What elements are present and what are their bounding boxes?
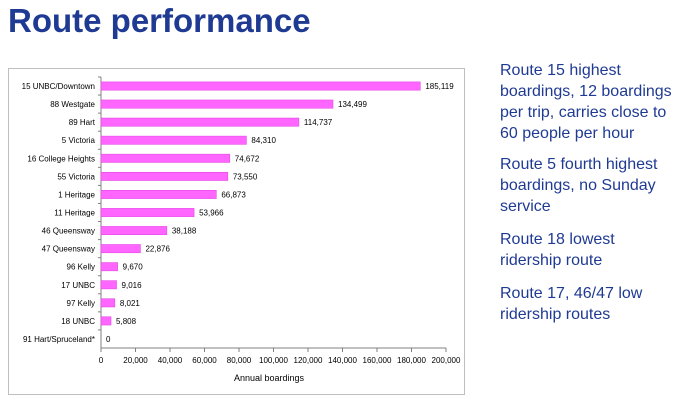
- data-label: 9,670: [123, 263, 144, 272]
- note-route-18: Route 18 lowest ridership route: [500, 231, 615, 269]
- bar: [100, 81, 421, 91]
- x-tick-label: 40,000: [158, 356, 183, 365]
- x-tick-label: 80,000: [227, 356, 252, 365]
- note-route-17-46-47: Route 17, 46/47 low ridership routes: [500, 285, 643, 323]
- data-label: 73,550: [233, 172, 258, 181]
- category-label: 55 Victoria: [57, 172, 95, 181]
- slide-title: Route performance: [8, 2, 311, 39]
- bar: [100, 226, 168, 235]
- data-label: 22,876: [145, 245, 170, 254]
- bar: [100, 190, 217, 199]
- chart-frame: 0 20,000 40,000 60,000 80,000 100,000 120,000 1…: [8, 68, 465, 395]
- category-label: 15 UNBC/Downtown: [22, 82, 95, 91]
- bar: [100, 99, 334, 109]
- bar: [100, 171, 229, 181]
- bar: [100, 208, 195, 217]
- bar: [100, 153, 231, 163]
- data-label: 66,873: [221, 190, 246, 199]
- category-label: 47 Queensway: [42, 245, 95, 254]
- x-tick-label: 180,000: [397, 356, 426, 365]
- category-label: 91 Hart/Spruceland*: [23, 335, 95, 344]
- data-label: 134,499: [338, 100, 367, 109]
- data-label: 185,119: [425, 82, 454, 91]
- data-label: 5,808: [116, 317, 137, 326]
- x-axis-label: Annual boardings: [234, 373, 305, 383]
- x-tick-label: 120,000: [294, 356, 323, 365]
- category-label: 11 Heritage: [54, 209, 95, 218]
- data-label: 9,016: [122, 281, 143, 290]
- x-tick-label: 140,000: [328, 356, 357, 365]
- category-label: 17 UNBC: [61, 281, 95, 290]
- x-tick-label: 160,000: [363, 356, 392, 365]
- data-label: 114,737: [304, 118, 333, 127]
- data-label: 74,672: [235, 154, 260, 163]
- category-label: 96 Kelly: [67, 263, 95, 272]
- bar: [100, 117, 300, 127]
- category-label: 97 Kelly: [67, 299, 95, 308]
- bar: [100, 298, 116, 308]
- note-route-15: Route 15 highest boardings, 12 boardings…: [500, 62, 672, 142]
- bar: [100, 135, 247, 145]
- x-tick-label: 60,000: [192, 356, 217, 365]
- data-label: 84,310: [251, 136, 276, 145]
- category-label: 1 Heritage: [58, 190, 95, 199]
- category-label: 46 Queensway: [42, 227, 95, 236]
- bar: [100, 262, 118, 272]
- x-tick-label: 0: [99, 356, 104, 365]
- data-label: 0: [106, 335, 111, 344]
- category-label: 18 UNBC: [61, 317, 95, 326]
- category-label: 16 College Heights: [27, 154, 95, 163]
- data-label: 53,966: [199, 209, 224, 218]
- bar-chart: 0 20,000 40,000 60,000 80,000 100,000 120,000 1…: [22, 76, 461, 383]
- data-label: 8,021: [120, 299, 141, 308]
- x-tick-label: 20,000: [123, 356, 148, 365]
- bar: [100, 280, 117, 290]
- bar: [100, 244, 141, 254]
- x-tick-label: 100,000: [259, 356, 288, 365]
- data-label: 38,188: [172, 227, 197, 236]
- notes-panel: Route 15 highest boardings, 12 boardings…: [500, 60, 672, 337]
- category-label: 89 Hart: [69, 118, 96, 127]
- note-route-5: Route 5 fourth highest boardings, no Sun…: [500, 156, 658, 215]
- category-label: 5 Victoria: [62, 136, 96, 145]
- category-label: 88 Westgate: [50, 100, 95, 109]
- bar: [100, 316, 112, 326]
- x-tick-label: 200,000: [432, 356, 461, 365]
